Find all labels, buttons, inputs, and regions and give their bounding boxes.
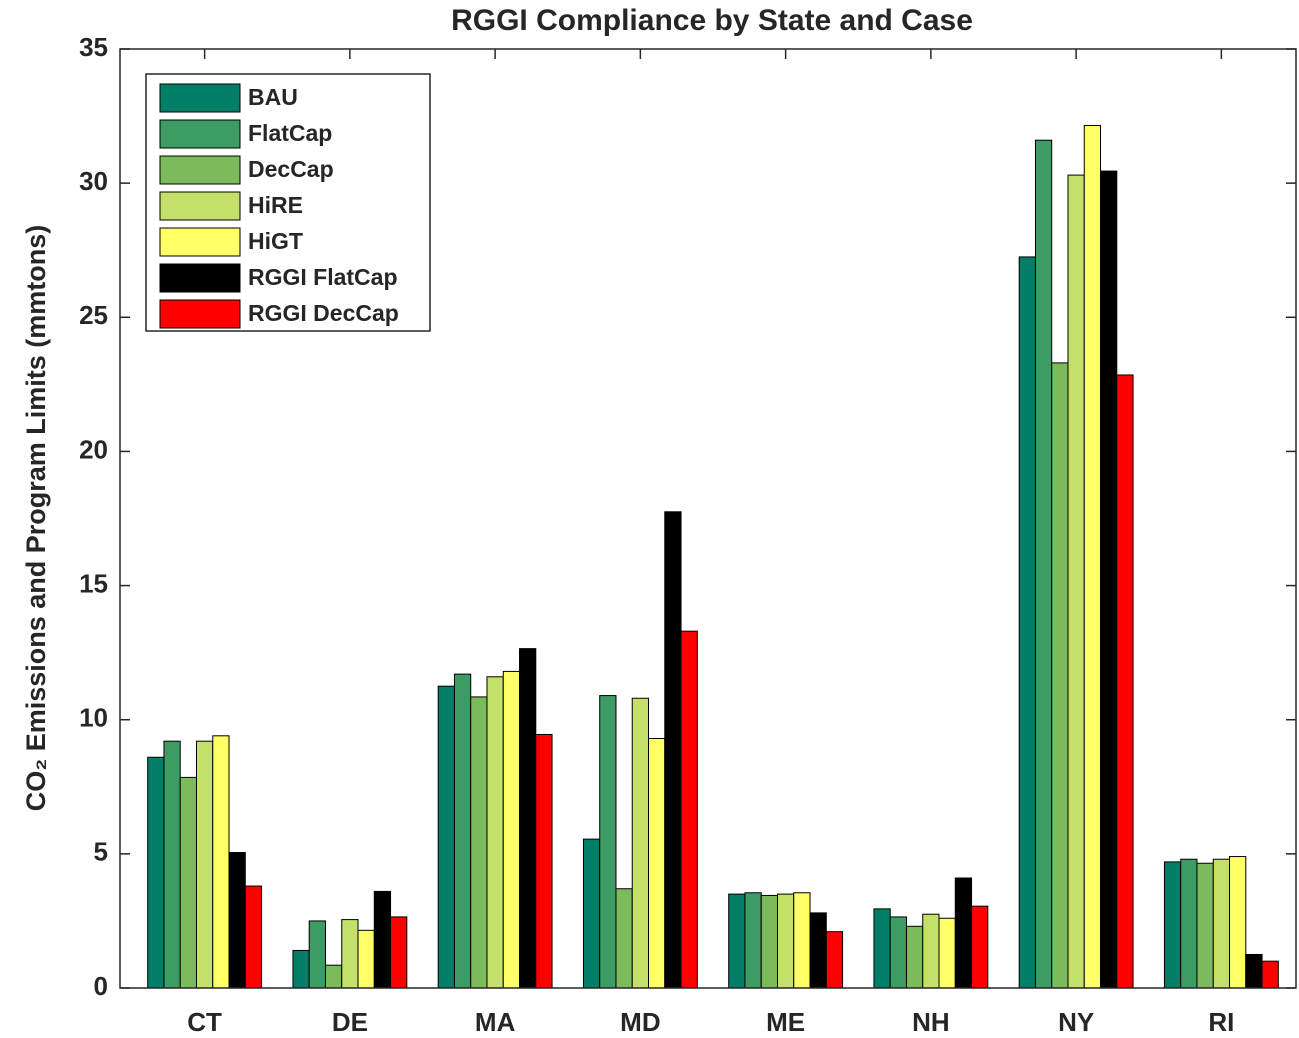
x-tick-label: NY bbox=[1058, 1007, 1094, 1037]
bar bbox=[470, 696, 488, 989]
bar bbox=[502, 670, 521, 989]
legend-label: HiGT bbox=[248, 228, 303, 254]
y-axis-label: CO₂ Emissions and Program Limits (mmtons… bbox=[21, 225, 51, 812]
x-tick-label: ME bbox=[766, 1007, 805, 1037]
bar bbox=[373, 890, 392, 989]
bar bbox=[437, 685, 455, 989]
x-tick-label: NH bbox=[912, 1007, 950, 1037]
legend-label: DecCap bbox=[248, 156, 334, 182]
bar bbox=[195, 740, 214, 989]
bar bbox=[341, 919, 359, 989]
bar bbox=[519, 648, 537, 989]
y-tick-label: 5 bbox=[94, 837, 108, 867]
bar bbox=[228, 852, 246, 989]
bar bbox=[664, 511, 682, 989]
x-tick-label: RI bbox=[1208, 1007, 1234, 1037]
bar bbox=[809, 912, 827, 989]
bar bbox=[308, 920, 326, 989]
legend-label: BAU bbox=[248, 84, 298, 110]
bar bbox=[1116, 374, 1134, 989]
legend-label: RGGI FlatCap bbox=[248, 264, 398, 290]
bar bbox=[648, 737, 666, 989]
bar bbox=[163, 740, 181, 989]
bar bbox=[889, 916, 907, 989]
legend-swatch bbox=[159, 263, 241, 293]
bar bbox=[922, 913, 940, 989]
bar bbox=[954, 877, 973, 989]
bar bbox=[1212, 858, 1231, 989]
chart-title: RGGI Compliance by State and Case bbox=[451, 4, 973, 37]
bar bbox=[212, 735, 230, 989]
bar bbox=[1100, 170, 1118, 989]
y-tick-label: 10 bbox=[79, 703, 108, 733]
legend-swatch bbox=[159, 191, 241, 221]
x-tick-label: MD bbox=[620, 1007, 660, 1037]
y-tick-label: 30 bbox=[79, 166, 108, 196]
legend-label: HiRE bbox=[248, 192, 303, 218]
x-tick-label: MA bbox=[475, 1007, 516, 1037]
bar bbox=[292, 949, 310, 989]
plot-frame bbox=[119, 48, 1297, 989]
bar bbox=[1196, 862, 1214, 989]
bar bbox=[357, 929, 375, 989]
bar bbox=[324, 964, 343, 989]
bar bbox=[971, 905, 989, 989]
bar bbox=[615, 888, 633, 989]
bar bbox=[728, 893, 746, 989]
bar bbox=[1180, 858, 1198, 989]
bar bbox=[1245, 953, 1263, 989]
y-tick-label: 20 bbox=[79, 434, 108, 464]
bar bbox=[486, 676, 504, 989]
bar bbox=[825, 931, 844, 989]
bar bbox=[599, 695, 617, 989]
legend-swatch bbox=[159, 227, 241, 257]
bar bbox=[1034, 139, 1053, 989]
y-tick-label: 0 bbox=[94, 971, 108, 1001]
bar bbox=[390, 916, 408, 989]
bar bbox=[244, 885, 263, 989]
y-tick-label: 15 bbox=[79, 568, 108, 598]
legend-swatch bbox=[159, 155, 241, 185]
legend-swatch bbox=[159, 83, 241, 113]
y-tick-label: 25 bbox=[79, 300, 108, 330]
bar bbox=[453, 673, 472, 989]
legend-swatch bbox=[159, 119, 241, 149]
bar bbox=[582, 838, 601, 989]
bar bbox=[179, 776, 197, 989]
x-tick-label: DE bbox=[332, 1007, 368, 1037]
bar bbox=[793, 892, 811, 989]
legend-label: FlatCap bbox=[248, 120, 332, 146]
bar bbox=[631, 697, 650, 989]
bar bbox=[776, 893, 795, 989]
bar bbox=[744, 892, 762, 989]
bar bbox=[1083, 124, 1102, 989]
bar bbox=[938, 917, 956, 989]
bar bbox=[1051, 362, 1069, 989]
bar bbox=[1261, 960, 1279, 989]
bar bbox=[760, 894, 778, 989]
bar bbox=[1163, 861, 1182, 989]
y-tick-label: 35 bbox=[79, 32, 108, 62]
bar bbox=[905, 925, 924, 989]
bar bbox=[1067, 174, 1085, 989]
bar bbox=[873, 908, 891, 989]
legend-swatch bbox=[159, 299, 241, 329]
bar bbox=[535, 733, 553, 989]
legend-label: RGGI DecCap bbox=[248, 300, 399, 326]
x-tick-label: CT bbox=[187, 1007, 222, 1037]
bar bbox=[1018, 256, 1036, 989]
bar bbox=[147, 756, 165, 989]
bar bbox=[680, 630, 698, 989]
bar bbox=[1229, 856, 1247, 989]
